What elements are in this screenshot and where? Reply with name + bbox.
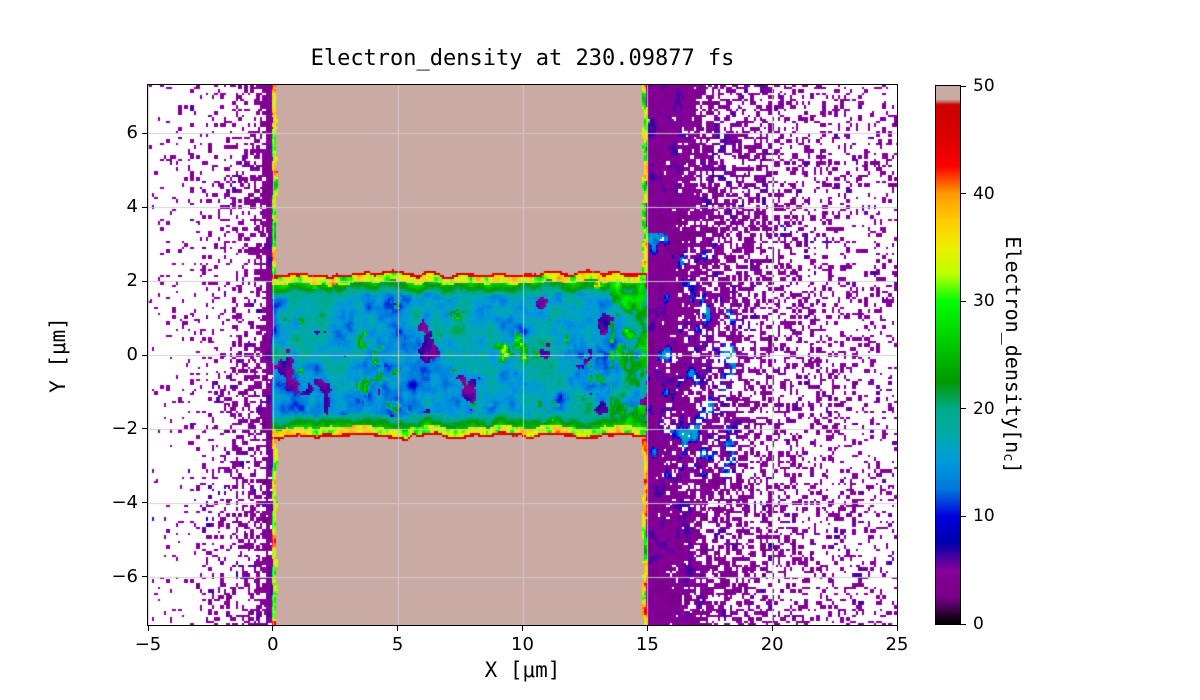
x-tick-mark bbox=[771, 626, 773, 631]
colorbar-tick-mark bbox=[961, 515, 966, 517]
colorbar-tick-label: 30 bbox=[973, 291, 995, 312]
y-tick-label: −2 bbox=[111, 417, 138, 439]
x-tick-label: 0 bbox=[267, 634, 279, 655]
colorbar: 0 10 20 30 40 50 bbox=[935, 76, 995, 634]
chart-title: Electron_density at 230.09877 fs bbox=[310, 46, 735, 71]
colorbar-tick-label: 40 bbox=[973, 183, 995, 204]
x-tick-mark bbox=[147, 626, 149, 631]
y-tick-label: −4 bbox=[111, 491, 138, 513]
colorbar-tick-mark bbox=[961, 623, 966, 625]
x-tick-label: −5 bbox=[134, 634, 162, 655]
x-tick-label: 10 bbox=[511, 634, 534, 655]
colorbar-tick-label: 10 bbox=[973, 506, 995, 527]
y-tick-label: 6 bbox=[126, 122, 138, 144]
x-tick-label: 20 bbox=[760, 634, 784, 655]
electron-density-heatmap bbox=[148, 85, 897, 625]
colorbar-label: Electron_density[nc] bbox=[1000, 236, 1025, 473]
y-tick-mark bbox=[142, 206, 147, 208]
colorbar-tick-label: 50 bbox=[973, 76, 995, 96]
plot-axes: −5 0 5 10 15 20 25 −6 −4 −2 0 2 4 6 bbox=[111, 84, 908, 655]
colorbar-tick-label: 0 bbox=[973, 614, 984, 634]
y-tick-mark bbox=[142, 132, 147, 134]
x-tick-mark bbox=[896, 626, 898, 631]
colorbar-label-subscript: c bbox=[1000, 453, 1016, 462]
x-tick-label: 25 bbox=[885, 634, 909, 655]
x-tick-label: 5 bbox=[391, 634, 404, 655]
y-tick-mark bbox=[142, 428, 147, 430]
colorbar-tick-mark bbox=[961, 300, 966, 302]
y-tick-mark bbox=[142, 354, 147, 356]
y-tick-mark bbox=[142, 502, 147, 504]
colorbar-tick-mark bbox=[961, 408, 966, 410]
x-tick-mark bbox=[646, 626, 648, 631]
colorbar-label-text: Electron_density[n bbox=[1001, 236, 1025, 454]
y-tick-mark bbox=[142, 576, 147, 578]
y-tick-label: 2 bbox=[126, 270, 138, 292]
x-tick-mark bbox=[397, 626, 399, 631]
x-axis-label: X [μm] bbox=[484, 658, 561, 682]
colorbar-tick-mark bbox=[961, 85, 966, 87]
colorbar-tick-mark bbox=[961, 193, 966, 195]
y-tick-label: 4 bbox=[126, 196, 138, 218]
y-axis-ticks: −6 −4 −2 0 2 4 6 bbox=[111, 85, 897, 625]
x-tick-mark bbox=[272, 626, 274, 631]
x-tick-label: 15 bbox=[635, 634, 659, 655]
colorbar-tick-label: 20 bbox=[973, 398, 995, 419]
y-tick-mark bbox=[142, 280, 147, 282]
y-tick-label: −6 bbox=[111, 565, 138, 587]
x-axis-ticks: −5 0 5 10 15 20 25 bbox=[135, 85, 908, 655]
y-tick-label: 0 bbox=[126, 344, 138, 365]
x-tick-mark bbox=[522, 626, 523, 631]
colorbar-label-close: ] bbox=[1001, 461, 1025, 474]
y-axis-label: Y [μm] bbox=[46, 317, 70, 393]
